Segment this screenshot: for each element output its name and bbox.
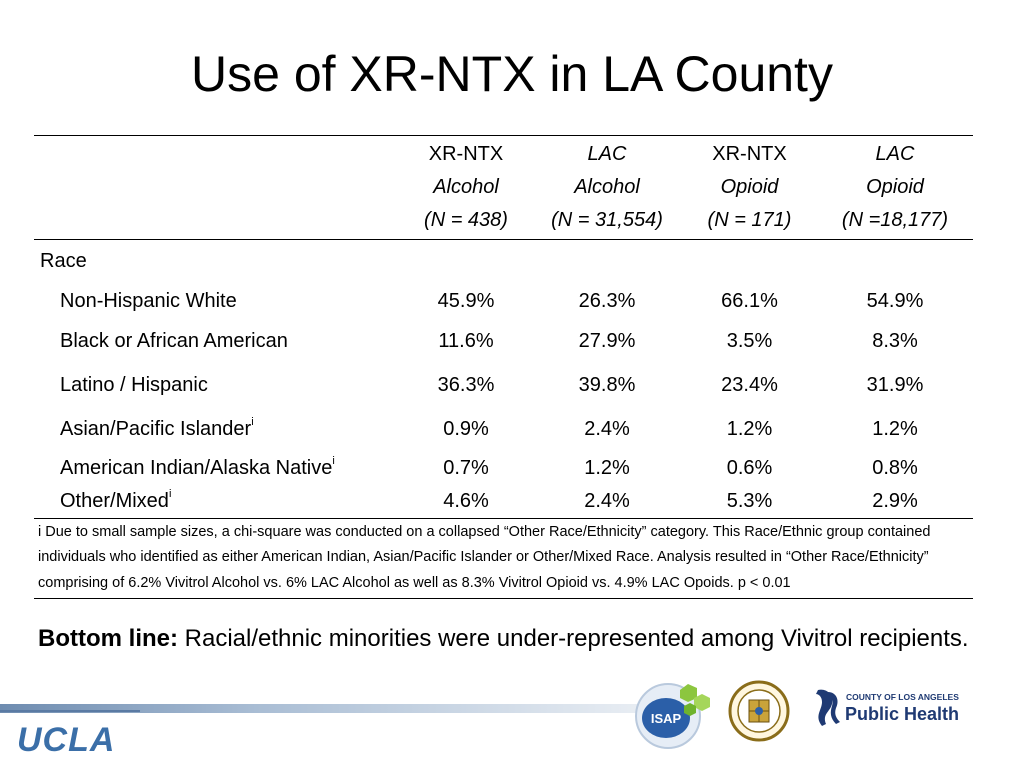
table-cell: 23.4% xyxy=(721,373,778,396)
row-label: Latino / Hispanic xyxy=(34,362,400,408)
public-health-logo-top: COUNTY OF LOS ANGELES xyxy=(846,692,959,702)
row-label-text: American Indian/Alaska Native xyxy=(60,456,333,479)
page-title: Use of XR-NTX in LA County xyxy=(191,46,833,102)
table-cell: 2.9% xyxy=(872,490,918,513)
table-cell: 26.3% xyxy=(578,289,636,312)
column-header-xrntx-opioid: XR-NTX Opioid (N = 171) xyxy=(682,136,817,240)
public-health-logo-bottom: Public Health xyxy=(845,704,959,724)
column-header-line2: Alcohol xyxy=(433,176,499,198)
table-cell: 4.6% xyxy=(443,490,489,513)
ucla-logo: UCLA xyxy=(17,721,116,759)
table-cell: 39.8% xyxy=(578,373,636,396)
table-cell: 1.2% xyxy=(872,417,918,440)
bottom-line: Bottom line: Racial/ethnic minorities we… xyxy=(38,622,998,655)
row-label-text: Latino / Hispanic xyxy=(60,373,208,396)
county-seal-icon xyxy=(728,680,790,742)
row-label-text: Non-Hispanic White xyxy=(60,289,237,312)
table-cell: 66.1% xyxy=(721,289,778,312)
row-label-text: Other/Mixed xyxy=(60,490,169,513)
table-cell: 0.9% xyxy=(443,417,489,440)
column-header-line2: Alcohol xyxy=(574,176,640,198)
isap-logo-text: ISAP xyxy=(651,711,682,726)
header-empty-cell xyxy=(34,136,400,240)
table-cell: 0.8% xyxy=(872,456,918,479)
table-row: Non-Hispanic White 45.9% 26.3% 66.1% 54.… xyxy=(34,282,973,320)
footer-divider xyxy=(0,704,640,713)
table-cell: 8.3% xyxy=(872,329,918,352)
column-header-line1: XR-NTX xyxy=(712,143,787,165)
column-header-lac-alcohol: LAC Alcohol (N = 31,554) xyxy=(532,136,682,240)
row-label: Asian/Pacific Islanderi xyxy=(34,408,400,450)
footnote-text: i Due to small sample sizes, a chi-squar… xyxy=(34,517,973,599)
column-header-line3: (N = 31,554) xyxy=(551,209,663,231)
row-label: Non-Hispanic White xyxy=(34,282,400,320)
column-header-line1: LAC xyxy=(587,143,627,165)
table-cell: 31.9% xyxy=(866,373,924,396)
row-label: Other/Mixedi xyxy=(34,486,400,518)
table-row: Asian/Pacific Islanderi 0.9% 2.4% 1.2% 1… xyxy=(34,408,973,450)
column-header-line2: Opioid xyxy=(720,176,779,198)
footnote-row: i Due to small sample sizes, a chi-squar… xyxy=(34,517,973,599)
bottom-line-text: Racial/ethnic minorities were under-repr… xyxy=(177,625,969,652)
row-label: American Indian/Alaska Nativei xyxy=(34,450,400,486)
section-row-race: Race xyxy=(34,240,973,283)
table-cell: 36.3% xyxy=(437,373,495,396)
row-label-text: Asian/Pacific Islander xyxy=(60,417,252,440)
column-header-xrntx-alcohol: XR-NTX Alcohol (N = 438) xyxy=(400,136,532,240)
footnote-marker: i xyxy=(251,415,254,428)
table-cell: 2.4% xyxy=(584,490,630,513)
table-row: Other/Mixedi 4.6% 2.4% 5.3% 2.9% xyxy=(34,486,973,518)
table-cell: 1.2% xyxy=(726,417,773,440)
table-row: American Indian/Alaska Nativei 0.7% 1.2%… xyxy=(34,450,973,486)
footnote-marker: i xyxy=(332,454,335,467)
column-header-line3: (N = 438) xyxy=(424,209,508,231)
table-cell: 54.9% xyxy=(866,289,924,312)
bottom-line-label: Bottom line: xyxy=(38,625,178,652)
column-header-line1: XR-NTX xyxy=(428,143,504,165)
row-label-text: Black or African American xyxy=(60,329,288,352)
public-health-logo: COUNTY OF LOS ANGELES Public Health xyxy=(816,689,959,726)
table-cell: 11.6% xyxy=(438,329,494,352)
column-header-line2: Opioid xyxy=(866,176,924,198)
row-label: Black or African American xyxy=(34,320,400,362)
section-label: Race xyxy=(40,249,87,272)
table-cell: 27.9% xyxy=(578,329,636,352)
table-row: Latino / Hispanic 36.3% 39.8% 23.4% 31.9… xyxy=(34,362,973,408)
table-cell: 1.2% xyxy=(584,456,630,479)
column-header-line1: LAC xyxy=(875,143,915,165)
table-cell: 3.5% xyxy=(726,329,773,352)
footer-divider-accent xyxy=(0,710,140,712)
isap-logo: ISAP xyxy=(635,683,710,749)
table-cell: 45.9% xyxy=(437,289,495,312)
column-header-lac-opioid: LAC Opioid (N =18,177) xyxy=(817,136,973,240)
footnote-marker: i xyxy=(168,488,172,501)
column-header-line3: (N = 171) xyxy=(707,209,792,231)
table-header-row: XR-NTX Alcohol (N = 438) LAC Alcohol (N … xyxy=(34,135,973,240)
table-cell: 0.7% xyxy=(443,456,489,479)
table-cell: 0.6% xyxy=(726,456,773,479)
table-cell: 5.3% xyxy=(726,490,773,513)
race-table: XR-NTX Alcohol (N = 438) LAC Alcohol (N … xyxy=(34,135,973,599)
column-header-line3: (N =18,177) xyxy=(841,209,949,231)
table-cell: 2.4% xyxy=(584,417,630,440)
table-row: Black or African American 11.6% 27.9% 3.… xyxy=(34,320,973,362)
